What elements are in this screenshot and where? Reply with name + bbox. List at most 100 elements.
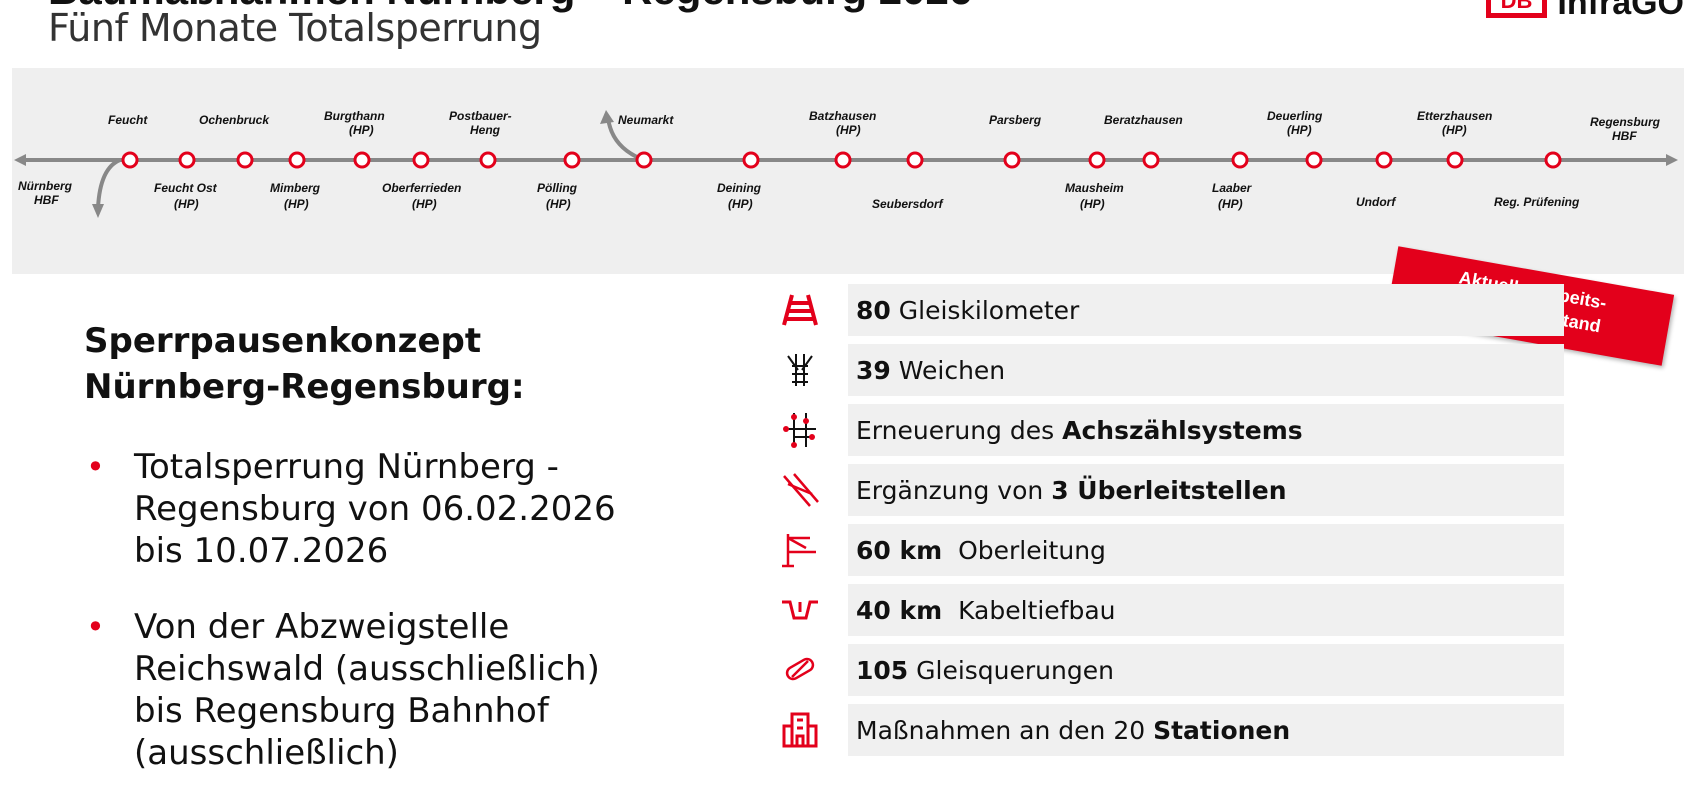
fact-text: 60 km Oberleitung — [856, 535, 1106, 565]
bullet-line: Von der Abzweigstelle — [134, 607, 510, 647]
station-label: Heng — [470, 123, 501, 137]
station-marker — [353, 151, 371, 169]
station-marker — [1088, 151, 1106, 169]
fact-row: Erneuerung des Achszählsystems — [752, 404, 1564, 456]
db-logo: DB — [1485, 0, 1548, 18]
station-label: (HP) — [412, 197, 437, 211]
station-marker — [1305, 151, 1323, 169]
station-label: Mausheim — [1065, 181, 1124, 195]
fact-row: Ergänzung von 3 Überleitstellen — [752, 464, 1564, 516]
station-marker — [121, 151, 139, 169]
bullet-line: Totalsperrung Nürnberg - — [134, 447, 559, 487]
station-label: HBF — [1612, 129, 1637, 143]
track-icon — [752, 284, 848, 336]
fact-text: 105 Gleisquerungen — [856, 655, 1114, 685]
fact-text: 80 Gleiskilometer — [856, 295, 1080, 325]
station-label: (HP) — [836, 123, 861, 137]
crossover-icon — [752, 464, 848, 516]
fact-row: Maßnahmen an den 20 Stationen — [752, 704, 1564, 756]
station-marker — [288, 151, 306, 169]
cable-trench-icon — [752, 584, 848, 636]
heading-line: Nürnberg-Regensburg: — [84, 367, 525, 407]
station-marker — [178, 151, 196, 169]
station-label: Deuerling — [1267, 109, 1323, 123]
bullet-dot-icon: • — [86, 608, 105, 646]
page-title: Baumaßnahmen Nürnberg – Regensburg 2026 — [48, 0, 972, 14]
infrago-logo-text: InfraGO — [1557, 0, 1684, 22]
station-label: (HP) — [174, 197, 199, 211]
station-label: (HP) — [1287, 123, 1312, 137]
station-label: Reg. Prüfening — [1494, 195, 1580, 209]
station-label: Etterzhausen — [1417, 109, 1492, 123]
bullet-line: bis 10.07.2026 — [134, 531, 389, 571]
station-label: Regensburg — [1590, 115, 1661, 129]
bullet-item: • Von der Abzweigstelle Reichswald (auss… — [84, 606, 616, 774]
db-infrago-logo: DB InfraGO — [1485, 0, 1684, 22]
station-icon — [752, 704, 848, 756]
station-marker — [563, 151, 581, 169]
station-marker — [742, 151, 760, 169]
station-marker — [412, 151, 430, 169]
fact-text: Erneuerung des Achszählsystems — [856, 415, 1303, 445]
station-label: Mimberg — [270, 181, 321, 195]
station-marker — [1375, 151, 1393, 169]
bullet-line: (ausschließlich) — [134, 733, 399, 773]
fact-row: 39 Weichen — [752, 344, 1564, 396]
bullet-item: • Totalsperrung Nürnberg - Regensburg vo… — [84, 446, 616, 572]
station-marker — [834, 151, 852, 169]
station-label: Ochenbruck — [199, 113, 270, 127]
arrow-right-icon — [1666, 154, 1678, 166]
switch-icon — [752, 344, 848, 396]
station-label: Deining — [717, 181, 762, 195]
arrow-down-icon — [92, 204, 104, 218]
station-label: Feucht — [108, 113, 148, 127]
station-label: Parsberg — [989, 113, 1042, 127]
station-label: (HP) — [349, 123, 374, 137]
station-marker — [479, 151, 497, 169]
station-label: (HP) — [1442, 123, 1467, 137]
bullet-dot-icon: • — [86, 448, 105, 486]
fact-row: 80 Gleiskilometer — [752, 284, 1564, 336]
station-label: Nürnberg — [18, 179, 73, 193]
heading-line: Sperrpausenkonzept — [84, 321, 482, 361]
station-label: Batzhausen — [809, 109, 876, 123]
axle-counter-icon — [752, 404, 848, 456]
station-label: Beratzhausen — [1104, 113, 1183, 127]
station-label: Feucht Ost — [154, 181, 218, 195]
bullet-list: • Totalsperrung Nürnberg - Regensburg vo… — [84, 446, 616, 808]
station-marker — [236, 151, 254, 169]
station-label: Neumarkt — [618, 113, 674, 127]
station-marker — [1446, 151, 1464, 169]
station-label: (HP) — [728, 197, 753, 211]
station-marker — [906, 151, 924, 169]
station-marker — [1142, 151, 1160, 169]
page-subtitle: Fünf Monate Totalsperrung — [48, 6, 542, 50]
station-marker — [1003, 151, 1021, 169]
facts-list: 80 Gleiskilometer 39 Weichen Erneuerung … — [752, 284, 1564, 764]
fact-text: 39 Weichen — [856, 355, 1006, 385]
station-label: Pölling — [537, 181, 578, 195]
arrow-up-icon — [600, 110, 614, 124]
station-label: Laaber — [1212, 181, 1253, 195]
branch-down-line — [96, 158, 121, 209]
station-label: HBF — [34, 193, 59, 207]
station-marker — [1544, 151, 1562, 169]
fact-row: 60 km Oberleitung — [752, 524, 1564, 576]
route-map: Feucht Ochenbruck Burgthann (HP) Postbau… — [12, 68, 1684, 274]
crossing-icon — [752, 644, 848, 696]
bullet-line: bis Regensburg Bahnhof — [134, 691, 549, 731]
station-label: (HP) — [1218, 197, 1243, 211]
station-label: (HP) — [284, 197, 309, 211]
bullet-line: Regensburg von 06.02.2026 — [134, 489, 616, 529]
station-label: Undorf — [1356, 195, 1396, 209]
route-map-svg: Feucht Ochenbruck Burgthann (HP) Postbau… — [14, 109, 1678, 218]
bullet-line: Reichswald (ausschließlich) — [134, 649, 600, 689]
arrow-left-icon — [14, 154, 26, 166]
station-label: (HP) — [1080, 197, 1105, 211]
fact-text: Maßnahmen an den 20 Stationen — [856, 715, 1291, 745]
fact-row: 105 Gleisquerungen — [752, 644, 1564, 696]
fact-row: 40 km Kabeltiefbau — [752, 584, 1564, 636]
station-label: Oberferrieden — [382, 181, 461, 195]
catenary-icon — [752, 524, 848, 576]
station-marker — [1231, 151, 1249, 169]
